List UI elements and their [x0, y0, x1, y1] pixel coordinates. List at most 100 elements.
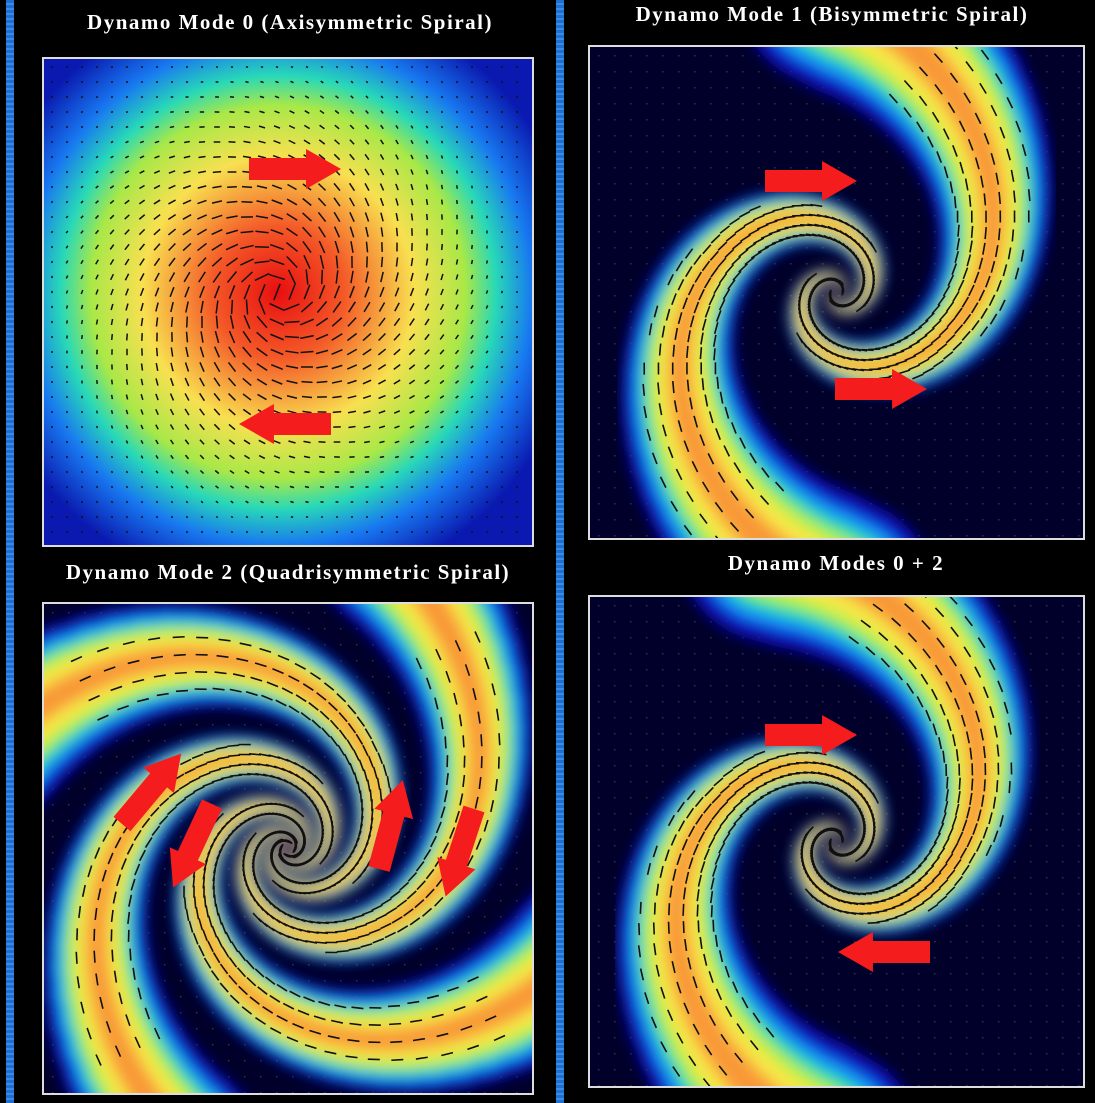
field-dot	[1078, 487, 1080, 489]
field-dot	[614, 263, 616, 265]
field-dot	[806, 167, 808, 169]
field-dot	[356, 900, 358, 902]
field-dot	[694, 199, 696, 201]
field-dot	[966, 423, 968, 425]
field-dot	[1046, 375, 1048, 377]
field-dot	[806, 391, 808, 393]
field-dot	[614, 135, 616, 137]
field-dot	[84, 820, 86, 822]
field-dot	[196, 1028, 198, 1030]
field-vector	[156, 112, 159, 113]
field-vector	[456, 442, 458, 443]
field-vector	[51, 246, 52, 248]
field-dot	[420, 948, 422, 950]
field-vector	[52, 516, 53, 518]
field-vector	[442, 96, 443, 98]
field-dot	[1014, 327, 1016, 329]
field-vector	[472, 96, 473, 98]
field-dot	[196, 724, 198, 726]
field-dot	[340, 900, 342, 902]
field-vector	[97, 411, 98, 414]
field-vector	[456, 259, 457, 264]
field-dot	[822, 439, 824, 441]
field-dot	[822, 455, 824, 457]
field-dot	[694, 167, 696, 169]
field-dot	[598, 279, 600, 281]
field-vector	[472, 66, 473, 68]
field-vector	[426, 81, 427, 83]
field-dot	[822, 391, 824, 393]
field-dot	[934, 247, 936, 249]
field-dot	[1062, 151, 1064, 153]
field-vector	[82, 501, 83, 503]
field-vector	[244, 111, 249, 112]
field-dot	[1062, 311, 1064, 313]
field-dot	[774, 311, 776, 313]
field-dot	[598, 295, 600, 297]
field-dot	[1078, 535, 1080, 537]
field-dot	[388, 964, 390, 966]
field-dot	[324, 628, 326, 630]
field-vector	[457, 126, 458, 128]
field-vector	[456, 426, 458, 427]
field-dot	[1062, 279, 1064, 281]
field-vector	[660, 344, 661, 356]
field-dot	[228, 1028, 230, 1030]
field-vector	[348, 427, 355, 428]
field-vector	[426, 487, 428, 488]
field-dot	[886, 503, 888, 505]
field-dot	[630, 71, 632, 73]
field-vector	[126, 456, 127, 458]
field-dot	[1046, 439, 1048, 441]
field-dot	[758, 167, 760, 169]
field-dot	[372, 884, 374, 886]
field-vector	[141, 486, 142, 488]
field-dot	[614, 327, 616, 329]
field-vector	[517, 276, 518, 278]
field-dot	[324, 644, 326, 646]
field-dot	[774, 423, 776, 425]
field-dot	[1078, 263, 1080, 265]
field-dot	[452, 932, 454, 934]
field-dot	[404, 980, 406, 982]
field-dot	[228, 708, 230, 710]
field-dot	[260, 852, 262, 854]
field-dot	[950, 407, 952, 409]
field-dot	[598, 359, 600, 361]
field-vector	[442, 200, 443, 205]
field-dot	[1062, 391, 1064, 393]
field-dot	[614, 119, 616, 121]
field-dot	[276, 948, 278, 950]
field-vector	[261, 517, 263, 518]
field-dot	[1030, 487, 1032, 489]
field-dot	[742, 87, 744, 89]
field-dot	[404, 740, 406, 742]
field-dot	[484, 916, 486, 918]
field-vector	[349, 442, 355, 443]
field-vector	[81, 171, 83, 172]
field-dot	[822, 103, 824, 105]
field-dot	[308, 612, 310, 614]
field-vector	[517, 81, 518, 83]
field-dot	[678, 55, 680, 57]
field-vector	[319, 442, 326, 443]
field-dot	[998, 471, 1000, 473]
field-vector	[186, 501, 187, 502]
field-vector	[141, 516, 142, 518]
field-vector	[96, 67, 98, 68]
field-dot	[52, 1060, 54, 1062]
field-dot	[806, 103, 808, 105]
field-dot	[902, 503, 904, 505]
field-dot	[758, 327, 760, 329]
field-vector	[112, 410, 113, 414]
field-dot	[1014, 439, 1016, 441]
field-vector	[231, 531, 233, 532]
field-dot	[68, 836, 70, 838]
field-dot	[598, 311, 600, 313]
field-dot	[630, 167, 632, 169]
field-dot	[614, 55, 616, 57]
field-dot	[1014, 455, 1016, 457]
field-dot	[886, 439, 888, 441]
field-dot	[774, 439, 776, 441]
field-dot	[1078, 455, 1080, 457]
